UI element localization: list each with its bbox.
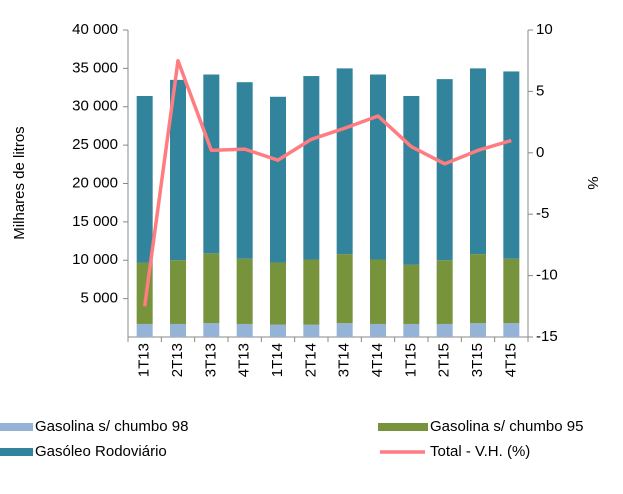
x-tick-label: 1T14 (269, 343, 286, 377)
y-tick-label: 10 000 (72, 251, 118, 268)
bar-segment (303, 76, 320, 260)
x-tick-label: 4T14 (369, 343, 386, 377)
bar-segment (503, 71, 520, 259)
x-tick-label: 3T13 (202, 343, 219, 377)
y-tick-label: 20 000 (72, 174, 118, 191)
bar-segment (403, 96, 420, 265)
y-axis-title: Milhares de litros (11, 126, 28, 239)
line-series (142, 58, 512, 307)
bar-segment (336, 68, 353, 255)
legend-label: Gasolina s/ chumbo 95 (430, 418, 583, 435)
bar-segment (270, 96, 286, 263)
bar-segment (136, 323, 153, 337)
bar-segment (170, 323, 186, 337)
bar-segment (270, 324, 286, 337)
y2-axis-title: % (584, 176, 601, 189)
y2-tick-label: -5 (536, 205, 549, 222)
x-tick-label: 3T15 (469, 343, 486, 377)
bar-segment (170, 260, 186, 324)
legend-swatch (0, 448, 33, 456)
y2-tick-label: -15 (536, 328, 558, 345)
bar-segment (270, 262, 286, 325)
bar-segment (436, 323, 453, 337)
x-tick-label: 3T14 (336, 343, 353, 377)
y-tick-label: 40 000 (72, 21, 118, 38)
bar-segment (136, 96, 153, 263)
x-tick-label: 1T15 (402, 343, 419, 377)
bar-segment (236, 323, 253, 337)
y2-tick-label: -10 (536, 267, 558, 284)
y2-tick-label: 10 (536, 21, 553, 38)
bar-segment (370, 323, 386, 337)
bar-segment (503, 323, 520, 337)
y-tick-label: 30 000 (72, 98, 118, 115)
bar-segment (436, 260, 453, 324)
bar-segment (336, 323, 353, 337)
bar-segment (336, 254, 353, 324)
x-tick-label: 1T13 (136, 343, 153, 377)
bar-segment (203, 253, 220, 324)
legend-label: Total - V.H. (%) (430, 443, 530, 460)
bar-segment (303, 324, 320, 337)
bar-segment (170, 79, 186, 261)
bar-segment (503, 258, 520, 324)
y2-tick-label: 5 (536, 82, 544, 99)
legend-label: Gasolina s/ chumbo 98 (35, 418, 188, 435)
y-tick-label: 35 000 (72, 59, 118, 76)
x-tick-label: 4T15 (502, 343, 519, 377)
x-tick-label: 2T14 (302, 343, 319, 377)
y-tick-label: 25 000 (72, 136, 118, 153)
bar-segment (370, 74, 386, 260)
bar-segment (203, 74, 220, 254)
bar-segment (403, 264, 420, 324)
bar-segment (303, 259, 320, 325)
bar-segment (403, 323, 420, 337)
x-tick-label: 2T15 (436, 343, 453, 377)
bar-segment (436, 79, 453, 261)
bar-segment (236, 258, 253, 324)
x-tick-label: 2T13 (169, 343, 186, 377)
y2-tick-label: 0 (536, 144, 544, 161)
bar-segment (470, 323, 486, 337)
legend-swatch (378, 423, 428, 431)
y-tick-label: 15 000 (72, 213, 118, 230)
legend-label: Gasóleo Rodoviário (35, 443, 167, 460)
y-tick-label: 5 000 (80, 290, 118, 307)
legend-swatch (0, 423, 33, 431)
bar-segment (470, 68, 486, 255)
x-tick-label: 4T13 (236, 343, 253, 377)
bar-segment (370, 259, 386, 324)
bar-segment (236, 82, 253, 259)
bar-segment (470, 254, 486, 324)
bar-segment (203, 323, 220, 337)
